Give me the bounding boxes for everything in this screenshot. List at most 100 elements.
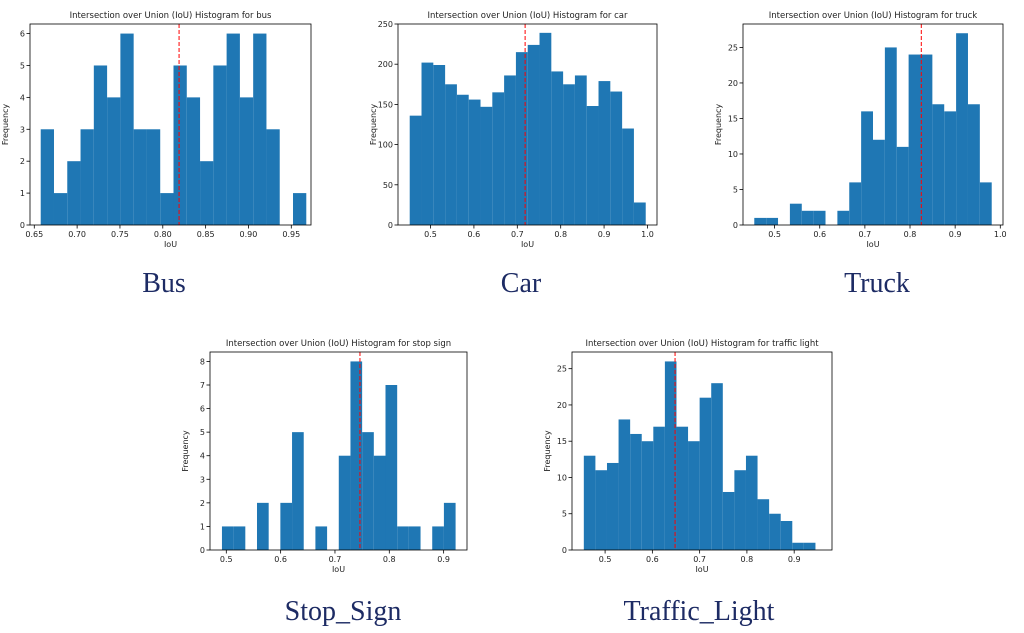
histogram-bar [445,84,457,225]
y-tick-label: 20 [728,79,738,88]
x-tick-label: 0.75 [111,230,129,239]
histogram-bar [504,75,516,226]
x-tick-label: 0.70 [68,230,86,239]
x-tick-label: 0.95 [282,230,300,239]
y-axis-label: Frequency [543,430,552,472]
x-axis-label: IoU [521,240,534,249]
axes-frame [29,23,312,226]
y-tick-label: 6 [200,405,205,414]
y-tick-label: 5 [200,428,205,437]
histogram-bar [292,432,304,550]
histogram-bar [408,526,421,550]
y-tick-label: 8 [200,357,205,366]
axes-frame [209,351,468,551]
x-axis-label: IoU [332,565,345,574]
histogram-bar [397,526,409,550]
histogram-bar [586,106,599,225]
histogram-bar [338,455,351,550]
histogram-car: Intersection over Union (IoU) Histogram … [369,11,658,249]
histogram-bar [754,217,767,225]
histogram-bar [173,65,187,225]
x-tick-label: 0.85 [197,230,215,239]
histogram-bar [745,455,758,550]
x-axis-label: IoU [164,240,177,249]
x-tick-label: 0.7 [693,555,706,564]
y-axis-label: Frequency [181,430,190,472]
histogram-bar [766,217,779,225]
histogram-bar [583,455,596,550]
histogram-bar [606,462,619,550]
x-tick-label: 1.0 [641,230,654,239]
histogram-bar [837,210,850,225]
y-tick-label: 150 [378,100,393,109]
y-tick-label: 250 [378,20,393,29]
y-tick-label: 6 [20,30,25,39]
y-axis-label: Frequency [369,104,378,146]
chart-title: Intersection over Union (IoU) Histogram … [769,11,978,21]
y-tick-label: 15 [728,114,738,123]
histogram-bar [160,193,174,225]
histogram-bar [722,491,735,550]
caption-bus: Bus [142,268,186,299]
histogram-bar [967,104,980,225]
histogram-bar [221,526,234,550]
histogram-bar [551,71,564,225]
x-tick-label: 0.8 [383,555,396,564]
histogram-bar [908,54,921,225]
histogram-bar [515,52,528,225]
histogram-bar [107,97,121,225]
histogram-bar [200,161,214,225]
histogram-bar [315,526,328,550]
histogram-bar [93,65,108,225]
caption-traffic-light: Traffic_Light [623,596,775,627]
chart-title: Intersection over Union (IoU) Histogram … [585,339,819,349]
x-tick-label: 1.0 [994,230,1007,239]
histogram-bar [711,383,723,550]
histogram-bar [803,542,816,550]
histogram-bar [688,441,700,550]
histogram-bar [226,33,240,226]
histogram-bar [633,202,646,225]
y-tick-label: 0 [200,546,205,555]
histogram-bar [622,128,634,225]
histogram-bar [67,161,81,225]
y-tick-label: 10 [728,150,738,159]
x-axis-label: IoU [695,565,708,574]
x-tick-label: 0.5 [424,230,437,239]
histogram-bar [920,54,933,225]
histogram-bar [527,44,540,226]
y-tick-label: 15 [557,437,567,446]
histogram-bar [610,91,623,225]
histogram-bar [256,502,269,550]
histogram-bar [699,397,712,550]
histogram-bar [53,193,68,225]
y-tick-label: 3 [200,475,205,484]
y-tick-label: 25 [728,43,738,52]
histogram-bar [618,419,631,550]
histogram-bar [409,115,422,225]
histogram-bar [598,81,611,225]
x-tick-label: 0.6 [468,230,481,239]
histogram-bar [944,111,957,225]
y-tick-label: 2 [20,157,25,166]
y-axis-label: Frequency [1,104,10,146]
caption-stop-sign: Stop_Sign [284,596,402,627]
histogram-bar [253,33,267,226]
x-tick-label: 0.7 [329,555,342,564]
histogram-bar [120,33,134,226]
histogram-bar [239,97,254,225]
x-tick-label: 0.8 [904,230,917,239]
histogram-bar [896,146,909,225]
chart-title: Intersection over Union (IoU) Histogram … [226,339,451,349]
histogram-bar [539,32,552,226]
histogram-bar [186,97,201,225]
y-tick-label: 2 [200,499,205,508]
histogram-bar [233,526,246,550]
histogram-bar [480,106,493,225]
y-tick-label: 100 [378,141,393,150]
x-tick-label: 0.9 [788,555,801,564]
histogram-bar [146,129,161,225]
histogram-bar [563,84,575,225]
y-tick-label: 3 [20,125,25,134]
x-tick-label: 0.6 [646,555,659,564]
